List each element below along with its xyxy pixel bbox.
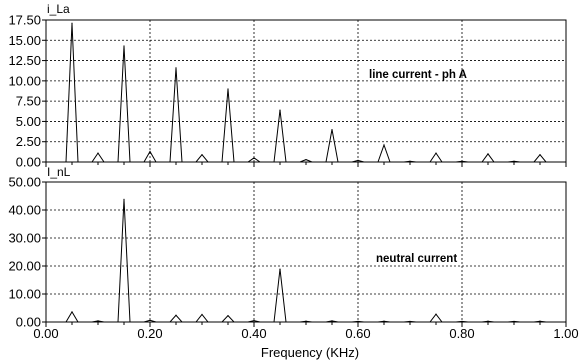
- plot1-peak-1: [97, 152, 99, 154]
- plot1-series-line: [46, 23, 566, 163]
- plot1-peak-0: [71, 22, 73, 24]
- plot1-ytick-label-6: 2.50: [16, 134, 41, 149]
- plot2-xtick-label-0: 0.00: [33, 326, 58, 341]
- plot1-ytick-label-2: 12.50: [8, 53, 41, 68]
- plot2-series-line: [46, 199, 566, 323]
- plot2-ytick-label-2: 30.00: [8, 231, 41, 246]
- plot2-ytick-label-1: 40.00: [8, 203, 41, 218]
- plot1-peak-14: [435, 152, 437, 154]
- plot1-peak-18: [539, 154, 541, 156]
- plot1-peak-13: [409, 160, 411, 162]
- plot1-ytick-label-3: 10.00: [8, 73, 41, 88]
- plot2-peak-8: [279, 268, 281, 270]
- plot1-peak-4: [175, 67, 177, 69]
- plot2-peak-13: [409, 320, 411, 323]
- plot2-peak-6: [227, 314, 229, 317]
- plot1-peak-11: [357, 159, 359, 161]
- plot2-xtick-label-1: 0.20: [137, 326, 162, 341]
- plot2-peak-7: [253, 320, 255, 322]
- plot2-peak-16: [487, 320, 489, 322]
- plot1-peak-16: [487, 153, 489, 155]
- plot1-peak-9: [305, 158, 307, 161]
- plot2-xlabel: Frequency (KHz): [261, 345, 359, 360]
- plot2-peak-10: [331, 320, 333, 322]
- plot2-ytick-label-4: 10.00: [8, 287, 41, 302]
- plot2-ytick-label-5: 0.00: [16, 315, 41, 330]
- plot2-peak-11: [357, 320, 359, 323]
- plot2-peak-5: [201, 313, 203, 316]
- plot2-peak-15: [461, 320, 463, 323]
- plot1-peak-5: [201, 154, 203, 156]
- plot1-ytick-label-5: 5.00: [16, 114, 41, 129]
- plot1-peak-3: [149, 150, 151, 153]
- plot1-ytick-label-4: 7.50: [16, 94, 41, 109]
- plot1-peak-15: [461, 160, 463, 162]
- plot2-xtick-label-2: 0.40: [241, 326, 266, 341]
- plot2-ytick-label-3: 20.00: [8, 259, 41, 274]
- plot2-xtick-label-3: 0.60: [345, 326, 370, 341]
- plot1-peak-2: [123, 45, 125, 47]
- plot1-ytick-label-0: 17.50: [8, 13, 41, 28]
- plot1-annotation: line current - ph A: [369, 69, 467, 81]
- plot2-peak-17: [513, 320, 515, 323]
- plot1-peak-10: [331, 128, 333, 131]
- plot2-xtick-label-4: 0.80: [449, 326, 474, 341]
- plot2-peak-0: [71, 311, 73, 313]
- plot1-ylabel: i_La: [47, 2, 70, 16]
- plot1-peak-17: [513, 160, 515, 162]
- plot1-peak-8: [279, 109, 281, 111]
- plot1-ytick-label-7: 0.00: [16, 155, 41, 170]
- plot1-peak-12: [383, 144, 385, 146]
- plot1-peak-6: [227, 88, 229, 90]
- plot2-ylabel: I_nL: [47, 165, 71, 179]
- plot2-xtick-label-5: 1.00: [553, 326, 578, 341]
- plot2-ytick-label-0: 50.00: [8, 175, 41, 190]
- plot2-peak-14: [435, 313, 437, 315]
- plot2-peak-12: [383, 320, 385, 322]
- plot2-peak-1: [97, 320, 99, 322]
- plot2-peak-18: [539, 320, 541, 322]
- plot2-peak-9: [305, 320, 307, 322]
- plot2-peak-2: [123, 198, 125, 200]
- plot2-annotation: neutral current: [376, 253, 457, 265]
- plot2-peak-3: [149, 319, 151, 321]
- plot1-peak-7: [253, 157, 255, 159]
- plot2-peak-4: [175, 314, 177, 316]
- plot1-frame: [45, 19, 567, 163]
- plot1-ytick-label-1: 15.00: [8, 33, 41, 48]
